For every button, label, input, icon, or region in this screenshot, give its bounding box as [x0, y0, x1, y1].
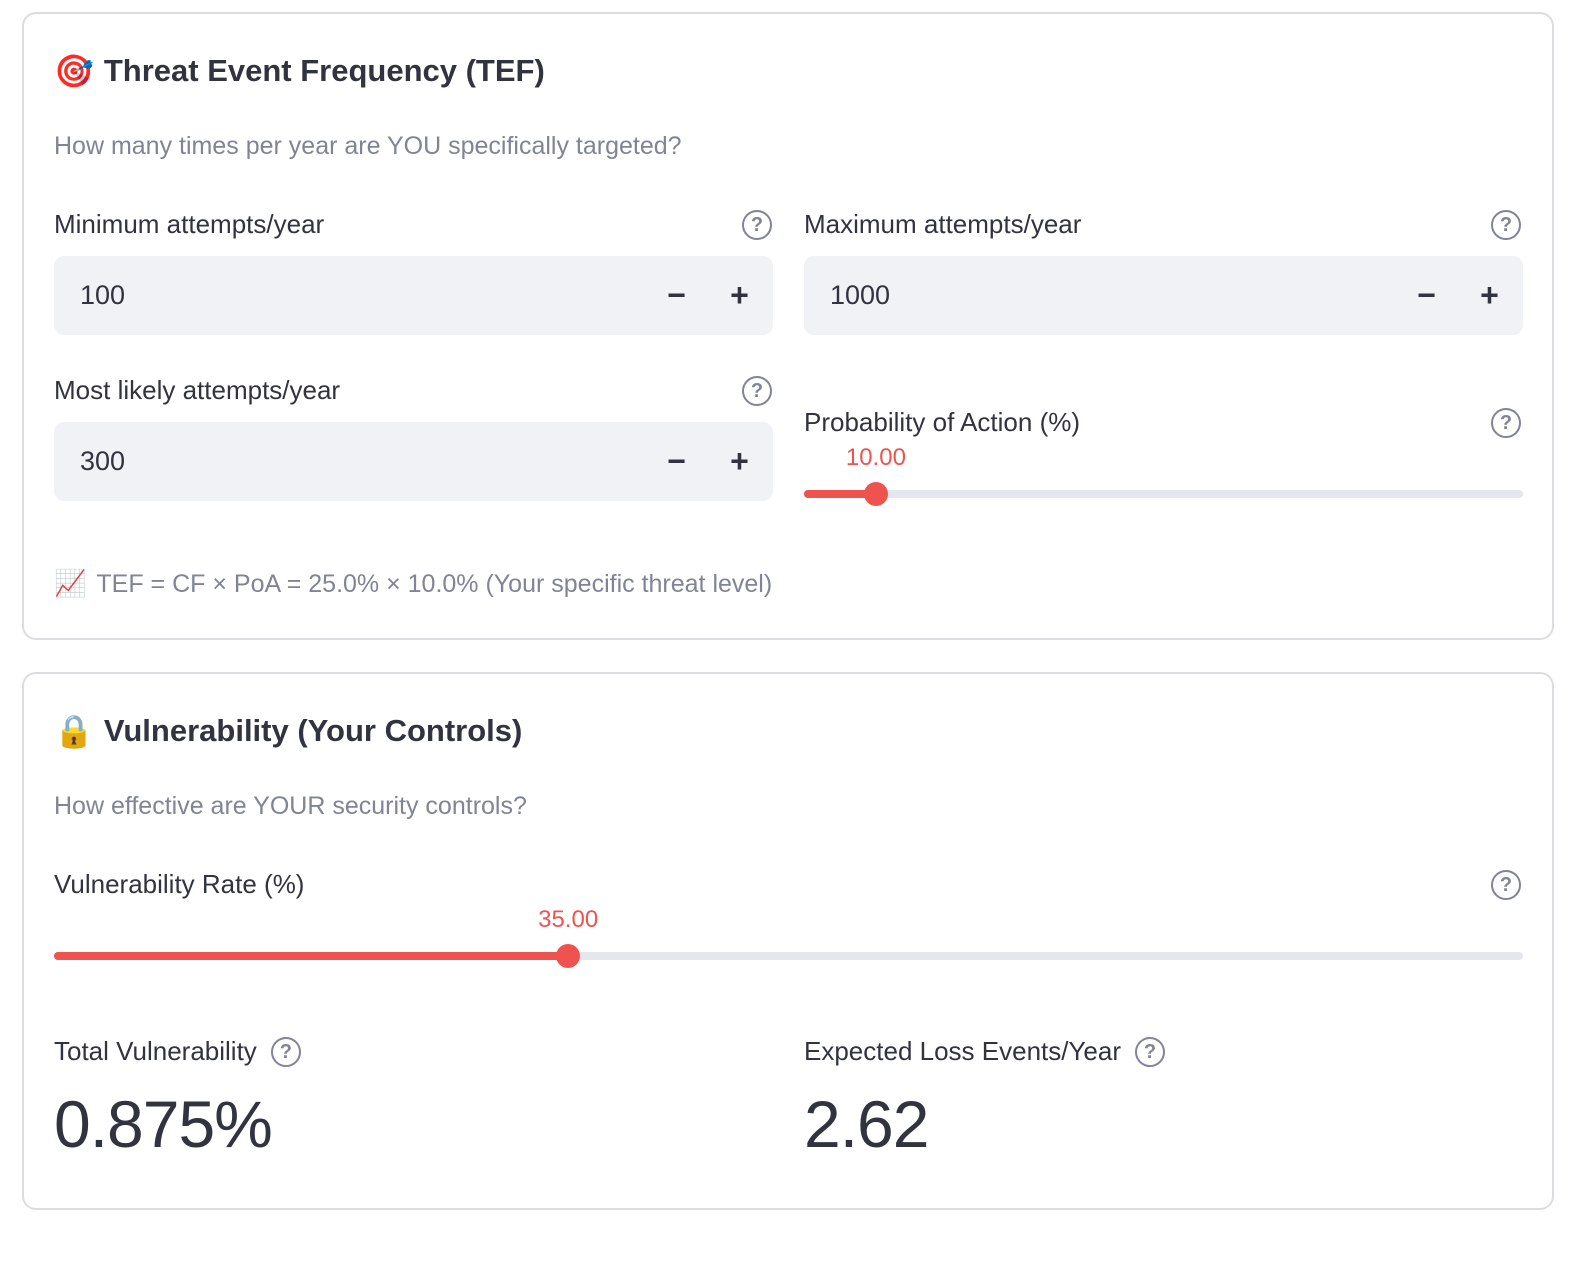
poa-slider-thumb[interactable] [863, 482, 888, 506]
max-attempts-input[interactable]: 1000 − + [804, 256, 1523, 335]
tef-info-text: TEF = CF × PoA = 25.0% × 10.0% (Your spe… [96, 569, 773, 598]
help-icon[interactable]: ? [1491, 210, 1521, 240]
vuln-slider-fill [54, 952, 569, 960]
total-vuln-label: Total Vulnerability [54, 1036, 257, 1066]
increment-button[interactable]: + [1480, 277, 1499, 313]
help-icon[interactable]: ? [1491, 408, 1521, 438]
poa-slider-value-wrap: 10.00 [804, 442, 1523, 482]
target-icon: 🎯 [54, 52, 94, 90]
max-attempts-value[interactable]: 1000 [830, 280, 891, 310]
vuln-title-text: Vulnerability (Your Controls) [103, 713, 523, 748]
total-vuln-value: 0.875% [54, 1087, 273, 1161]
vuln-subtitle: How effective are YOUR security controls… [54, 792, 527, 820]
chart-increasing-icon: 📈 [54, 569, 87, 599]
decrement-button[interactable]: − [1417, 277, 1436, 313]
decrement-button[interactable]: − [667, 443, 686, 479]
vuln-slider-value-wrap: 35.00 [54, 904, 1523, 944]
tef-info-line: 📈 TEF = CF × PoA = 25.0% × 10.0% (Your s… [54, 569, 772, 599]
expected-loss-metric-label: Expected Loss Events/Year ? [804, 1036, 1166, 1067]
tef-subtitle: How many times per year are YOU specific… [54, 132, 682, 160]
min-attempts-input[interactable]: 100 − + [54, 256, 773, 335]
poa-slider-fill [804, 490, 876, 498]
poa-slider[interactable] [804, 482, 1523, 506]
vulnerability-card: 🔒 Vulnerability (Your Controls) How effe… [22, 672, 1554, 1210]
min-attempts-label: Minimum attempts/year [54, 209, 325, 239]
vuln-rate-slider[interactable] [54, 944, 1523, 968]
increment-button[interactable]: + [730, 443, 749, 479]
poa-label: Probability of Action (%) [804, 407, 1081, 437]
increment-button[interactable]: + [730, 277, 749, 313]
expected-loss-value: 2.62 [804, 1087, 929, 1161]
vuln-title: 🔒 Vulnerability (Your Controls) [54, 712, 522, 750]
vuln-rate-label: Vulnerability Rate (%) [54, 869, 305, 899]
poa-slider-value: 10.00 [845, 444, 906, 471]
help-icon[interactable]: ? [1491, 870, 1521, 900]
help-icon[interactable]: ? [742, 210, 772, 240]
min-attempts-value[interactable]: 100 [80, 280, 126, 310]
help-icon[interactable]: ? [1135, 1036, 1166, 1067]
lock-icon: 🔒 [54, 712, 94, 750]
total-vuln-metric-label: Total Vulnerability ? [54, 1036, 301, 1067]
tef-card: 🎯 Threat Event Frequency (TEF) How many … [22, 12, 1554, 640]
vuln-slider-thumb[interactable] [556, 944, 581, 968]
vuln-slider-value: 35.00 [538, 906, 599, 933]
tef-title: 🎯 Threat Event Frequency (TEF) [54, 52, 545, 90]
likely-attempts-value[interactable]: 300 [80, 446, 126, 476]
tef-title-text: Threat Event Frequency (TEF) [103, 53, 545, 88]
likely-attempts-input[interactable]: 300 − + [54, 422, 773, 501]
expected-loss-label: Expected Loss Events/Year [804, 1036, 1122, 1066]
help-icon[interactable]: ? [270, 1036, 301, 1067]
help-icon[interactable]: ? [742, 376, 772, 406]
max-attempts-label: Maximum attempts/year [804, 209, 1082, 239]
likely-attempts-label: Most likely attempts/year [54, 375, 341, 405]
decrement-button[interactable]: − [667, 277, 686, 313]
